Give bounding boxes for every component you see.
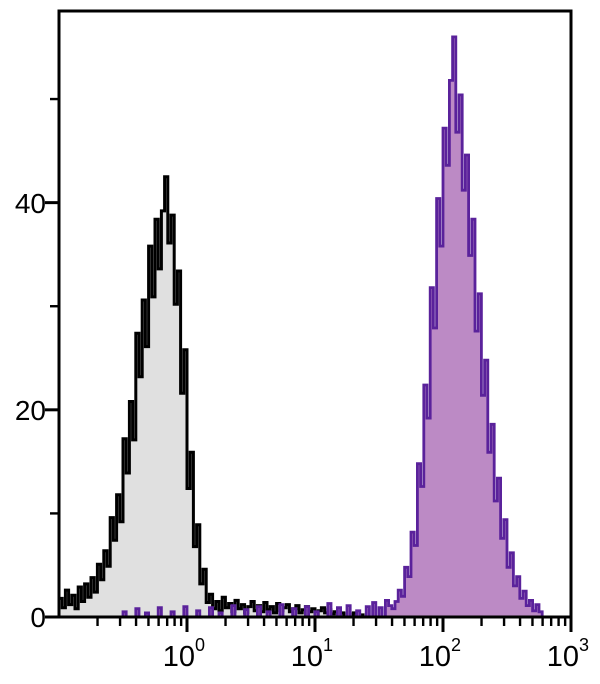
x-tick-exponent: 1 <box>323 635 333 655</box>
x-tick-exponent: 0 <box>195 635 205 655</box>
y-tick-label-40: 40 <box>15 188 46 219</box>
x-tick-base: 10 <box>291 641 323 673</box>
x-tick-base: 10 <box>547 641 579 673</box>
x-tick-label-10: 10 1 <box>291 635 333 673</box>
x-tick-label-1: 10 0 <box>163 635 205 673</box>
x-tick-label-1000: 10 3 <box>547 635 589 673</box>
y-tick-label-20: 20 <box>15 395 46 426</box>
histogram-series-layer <box>57 35 544 619</box>
x-tick-exponent: 2 <box>451 635 461 655</box>
x-tick-base: 10 <box>419 641 451 673</box>
axis-ticks-layer <box>45 97 573 632</box>
x-tick-exponent: 3 <box>579 635 589 655</box>
unstained-control-histogram <box>57 175 365 619</box>
x-tick-base: 10 <box>163 641 195 673</box>
y-tick-label-0: 0 <box>30 602 46 633</box>
plot-border <box>57 9 573 619</box>
x-tick-label-100: 10 2 <box>419 635 461 673</box>
